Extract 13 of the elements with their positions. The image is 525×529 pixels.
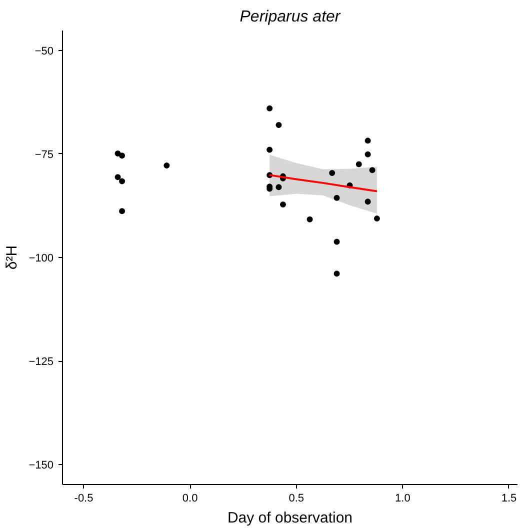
x-tick-label: -0.5 xyxy=(74,492,94,504)
y-tick-label: −75 xyxy=(34,148,54,161)
y-tick-label: −150 xyxy=(28,460,54,472)
x-tick-label: 0.0 xyxy=(182,492,198,504)
y-tick-label: −100 xyxy=(28,252,54,264)
x-tick-label: 0.5 xyxy=(288,492,304,504)
y-axis-title: δ²H xyxy=(4,245,21,270)
chart-title: Periparus ater xyxy=(240,8,341,26)
x-tick-label: 1.5 xyxy=(501,492,517,504)
y-tick-label: −125 xyxy=(28,356,54,368)
x-axis-title: Day of observation xyxy=(227,510,353,526)
x-tick-label: 1.0 xyxy=(395,492,410,504)
y-tick-label: −50 xyxy=(34,45,54,58)
